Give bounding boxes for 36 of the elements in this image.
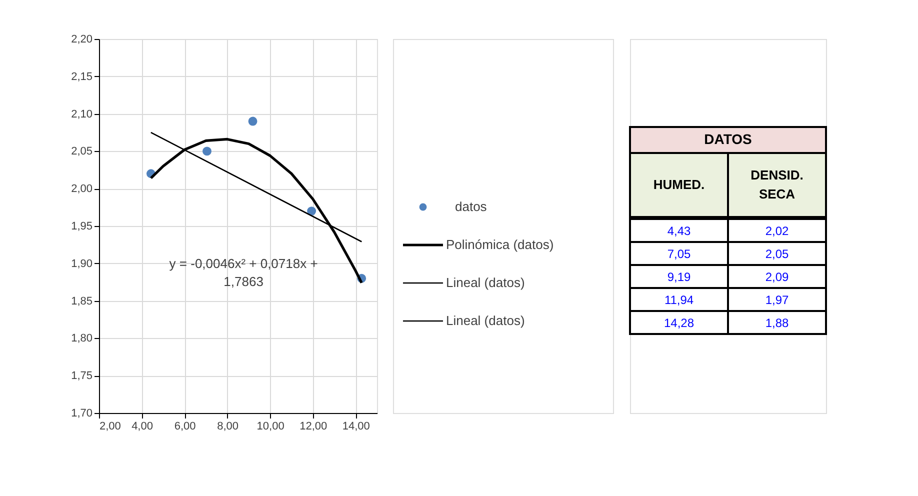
text: 2,05 <box>765 247 789 261</box>
y-tick-label: 1,75 <box>71 370 92 382</box>
category-label: DENSID. SECA <box>750 168 804 202</box>
text: 1,88 <box>765 316 789 330</box>
annotation: y = -0,0046x² + 0,0718x + 1,7863 <box>169 256 318 289</box>
x-tick-label: 14,00 <box>342 420 370 432</box>
y-tick-label: 1,80 <box>71 332 92 345</box>
x-tick-label: 4,00 <box>132 420 153 432</box>
text: DATOS <box>704 131 752 147</box>
text: 9,19 <box>667 270 691 284</box>
text: 2,02 <box>765 224 789 238</box>
text: 2,09 <box>765 270 789 284</box>
text: 11,94 <box>664 293 694 307</box>
text: 1,97 <box>765 293 789 307</box>
y-tick-label: 2,15 <box>71 70 92 83</box>
y-tick-label: 1,95 <box>71 220 92 232</box>
text: 7,05 <box>667 247 691 261</box>
y-tick-label: 2,05 <box>71 146 92 158</box>
x-tick-label: 2,00 <box>100 420 121 432</box>
text: 14,28 <box>664 316 694 330</box>
category-label: HUMED. <box>653 177 705 192</box>
x-tick-label: 12,00 <box>300 420 328 432</box>
legend-label: Lineal (datos) <box>446 313 525 328</box>
x-tick-label: 10,00 <box>256 420 284 432</box>
y-tick-label: 2,10 <box>71 108 92 120</box>
x-tick-label: 8,00 <box>217 420 239 432</box>
y-tick-label: 2,00 <box>71 183 92 196</box>
y-tick-label: 1,90 <box>71 258 92 270</box>
text: 4,43 <box>667 224 691 238</box>
legend-label: Lineal (datos) <box>446 275 525 290</box>
y-tick-label: 1,85 <box>71 295 92 308</box>
x-tick-label: 6,00 <box>174 420 196 432</box>
y-tick-label: 1,70 <box>71 408 92 420</box>
y-tick-label: 2,20 <box>71 34 92 46</box>
legend-label: datos <box>455 199 488 214</box>
legend-label: Polinómica (datos) <box>446 237 554 252</box>
